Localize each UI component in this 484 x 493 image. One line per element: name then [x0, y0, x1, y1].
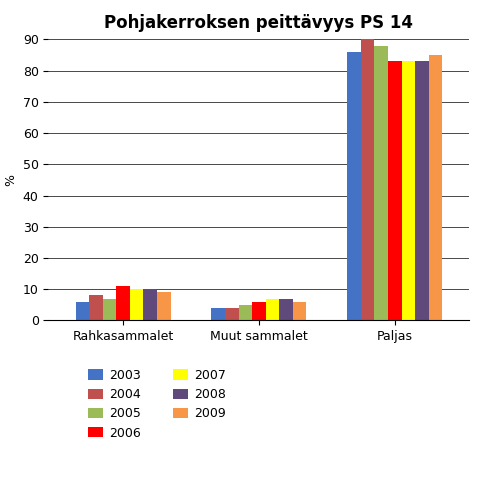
Bar	[157, 292, 171, 320]
Bar	[402, 61, 415, 320]
Bar	[293, 302, 306, 320]
Legend: 2003, 2004, 2005, 2006, 2007, 2008, 2009: 2003, 2004, 2005, 2006, 2007, 2008, 2009	[89, 369, 226, 440]
Bar	[415, 61, 429, 320]
Bar	[212, 308, 225, 320]
Bar	[103, 299, 116, 320]
Bar	[266, 299, 279, 320]
Bar	[279, 299, 293, 320]
Bar	[143, 289, 157, 320]
Bar	[347, 52, 361, 320]
Bar	[388, 61, 402, 320]
Bar	[375, 46, 388, 320]
Bar	[361, 39, 375, 320]
Bar	[429, 55, 442, 320]
Bar	[89, 295, 103, 320]
Bar	[239, 305, 252, 320]
Bar	[130, 289, 143, 320]
Bar	[252, 302, 266, 320]
Bar	[225, 308, 239, 320]
Bar	[116, 286, 130, 320]
Title: Pohjakerroksen peittävyys PS 14: Pohjakerroksen peittävyys PS 14	[105, 14, 413, 33]
Y-axis label: %: %	[4, 174, 17, 186]
Bar	[76, 302, 89, 320]
